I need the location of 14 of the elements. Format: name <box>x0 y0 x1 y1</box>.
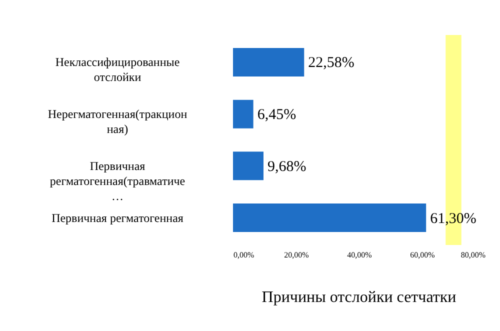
x-tick-label: 0,00% <box>234 250 254 260</box>
text: Причины отслойки сетчатки <box>262 289 457 306</box>
x-tick-label: 40,00% <box>347 250 372 260</box>
x-tick-label: 20,00% <box>284 250 310 260</box>
data-label: 61,30% <box>430 210 476 227</box>
y-tick-label: Неклассифицированные отслойки <box>55 55 180 84</box>
y-tick-label: Первичная регматогенная <box>52 210 184 225</box>
y-tick-label: Первичная регматогенная(травматиче… <box>50 158 186 203</box>
y-tick-label: Нерегматогенная(тракционная) <box>48 107 188 136</box>
data-label: 22,58% <box>308 55 354 72</box>
data-label: 9,68% <box>267 158 306 175</box>
x-tick-label: 60,00% <box>410 250 436 260</box>
data-label: 6,45% <box>257 107 296 124</box>
x-tick-label: 80,00% <box>460 250 486 260</box>
